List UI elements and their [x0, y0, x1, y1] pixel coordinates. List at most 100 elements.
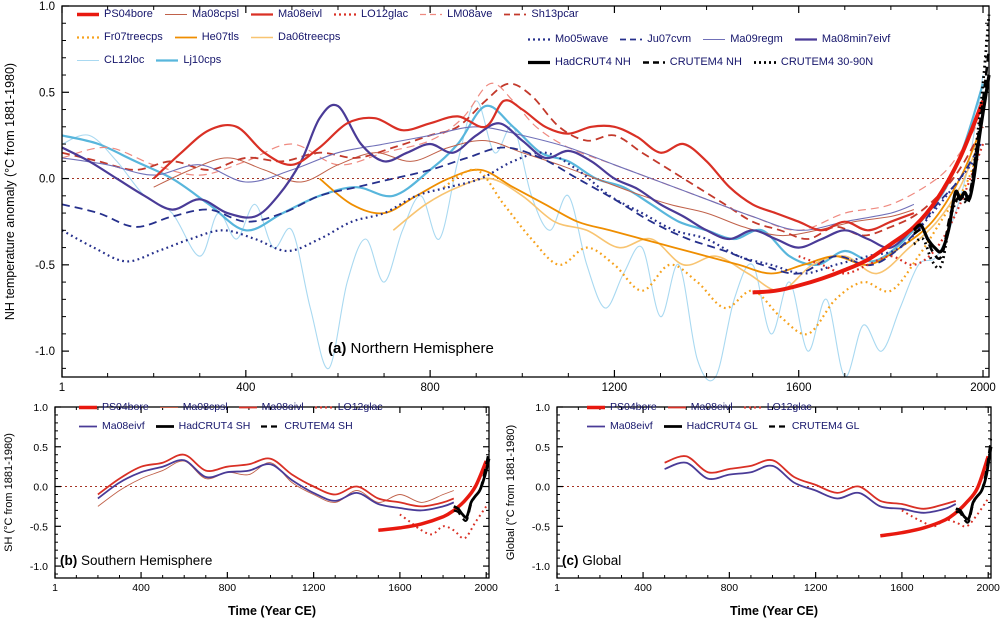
legend-item-Ma08eivl: Ma08eivl — [238, 401, 304, 413]
x-axis-label: Time (Year CE) — [730, 604, 818, 618]
series-Ma09regm — [61, 126, 915, 231]
series-LO12glac — [798, 143, 985, 275]
y-tick-label: 1.0 — [39, 1, 55, 13]
HadCRUT4-GL-line-sample — [663, 424, 682, 428]
plot-frame — [54, 406, 490, 579]
Sh13pcar-line-sample — [504, 13, 527, 16]
legend-label: Ma08cpsl — [191, 8, 240, 20]
y-tick-label: -1.0 — [35, 346, 55, 358]
legend-label: CL12loc — [104, 54, 145, 66]
panel-title: (c) Global — [562, 553, 621, 568]
legend-item-LO12glac: LO12glac — [333, 8, 408, 21]
legend-label: Mo05wave — [555, 33, 609, 45]
Ma08eivl-line-sample — [667, 406, 686, 408]
x-tick-label: 1600 — [786, 382, 812, 394]
legend-label: Lj10cps — [183, 54, 222, 66]
series-Sh13pcar — [61, 82, 984, 240]
legend-block: PS04bore Ma08cpsl Ma08eivl LO12glac Ma08eivf… — [78, 401, 383, 439]
legend-item-PS04bore: PS04bore — [78, 401, 149, 413]
series-Lj10cps — [61, 83, 985, 267]
legend-item-He07tls: He07tls — [174, 31, 239, 44]
CRUTEM4-GL-line-sample — [768, 424, 787, 428]
Ma09regm-line-sample — [703, 38, 726, 41]
x-tick-label: 2000 — [977, 582, 1001, 594]
legend-row: HadCRUT4 NH CRUTEM4 NH CRUTEM4 30-90N — [527, 56, 890, 69]
legend-item-Ma08cpsl: Ma08cpsl — [164, 8, 239, 21]
legend-label: Ma08eivl — [690, 401, 733, 413]
legend-item-LO12glac: LO12glac — [314, 401, 383, 413]
legend-label: Ma08eivf — [610, 420, 653, 432]
series-Ma08min7eivf — [61, 103, 915, 250]
HadCRUT4-NH-line-sample — [528, 60, 550, 65]
legend-item-HadCRUT4-GL: HadCRUT4 GL — [663, 420, 758, 432]
legend-block: Mo05wave Ju07cvm Ma09regm Ma08min7eivf HadCR… — [527, 33, 890, 79]
Mo05wave-line-sample — [528, 38, 550, 41]
legend-row: Ma08eivf HadCRUT4 SH CRUTEM4 SH — [78, 420, 383, 432]
x-tick-label: 2000 — [475, 582, 499, 594]
x-tick-label: 1 — [52, 582, 58, 594]
legend-label: Ma08min7eivf — [821, 33, 891, 45]
PS04bore-line-sample — [77, 12, 99, 17]
x-tick-label: 1 — [554, 582, 560, 594]
y-tick-label: -1.0 — [532, 561, 550, 573]
Ma08eivl-line-sample — [238, 406, 257, 408]
LM08ave-line-sample — [420, 13, 443, 16]
legend-label: HadCRUT4 NH — [555, 56, 631, 68]
x-tick-label: 400 — [236, 382, 255, 394]
legend-item-CRUTEM4-NH: CRUTEM4 NH — [642, 56, 742, 69]
x-tick-label: 800 — [421, 382, 440, 394]
legend-item-CRUTEM4-SH: CRUTEM4 SH — [260, 420, 353, 432]
x-tick-label: 1 — [59, 382, 65, 394]
Lj10cps-line-sample — [156, 59, 179, 62]
Ma08cpsl-line-sample — [159, 406, 178, 408]
legend-item-LM08ave: LM08ave — [419, 8, 492, 21]
panel-northern-hemisphere: 1 400 800 1200 1600 2000 -1.0 -0.5 0.0 0.5 1.0 NH t… — [3, 1, 996, 394]
series-Ma08eivl — [664, 455, 957, 510]
CRUTEM4-30-90N-line-sample — [753, 61, 776, 64]
Ma08cpsl-line-sample — [164, 14, 187, 15]
legend-row: CL12loc Lj10cps — [76, 54, 579, 67]
legend-item-Ju07cvm: Ju07cvm — [619, 33, 691, 46]
Ju07cvm-line-sample — [620, 38, 643, 41]
legend-label: CRUTEM4 NH — [669, 56, 742, 68]
x-axis-label: Time (Year CE) — [228, 604, 316, 618]
legend-item-HadCRUT4-SH: HadCRUT4 SH — [155, 420, 250, 432]
y-tick-label: -0.5 — [35, 260, 55, 272]
PS04bore-line-sample — [79, 405, 97, 409]
legend-label: PS04bore — [102, 401, 149, 413]
legend-item-HadCRUT4-NH: HadCRUT4 NH — [527, 56, 631, 69]
series-LO12glac — [399, 505, 488, 540]
legend-label: CRUTEM4 30-90N — [780, 56, 874, 68]
legend-label: Fr07treecps — [104, 31, 163, 43]
series-Ma08eivl — [97, 453, 455, 508]
Ma08min7eivf-line-sample — [794, 38, 817, 41]
chart-b: 1 400 800 1200 1600 2000 -1.0 -0.5 0.0 0.5 1.0 SH (… — [3, 402, 499, 618]
series-Fr07treecps — [443, 152, 980, 336]
x-tick-label: 400 — [634, 582, 652, 594]
PS04bore-line-sample — [587, 405, 605, 409]
legend-item-Ma08eivl: Ma08eivl — [667, 401, 733, 413]
Fr07treecps-line-sample — [77, 36, 99, 39]
He07tls-line-sample — [174, 36, 197, 39]
series-Ju07cvm — [61, 143, 982, 275]
x-tick-label: 800 — [721, 582, 739, 594]
legend-item-Ma08eivl: Ma08eivl — [250, 8, 322, 21]
legend-label: Ma08eivf — [102, 420, 145, 432]
CRUTEM4-SH-line-sample — [261, 424, 280, 428]
Ma08eivl-line-sample — [251, 13, 274, 16]
legend-label: Ju07cvm — [647, 33, 692, 45]
chart-c: 1 400 800 1200 1600 2000 -1.0 -0.5 0.0 0.5 1.0 Glob… — [505, 402, 1001, 618]
legend-item-Mo05wave: Mo05wave — [527, 33, 608, 46]
y-tick-label: 1.0 — [535, 402, 550, 414]
legend-item-Ma09regm: Ma09regm — [702, 33, 783, 46]
legend-label: LO12glac — [766, 401, 812, 413]
legend-label: Ma08eivl — [261, 401, 304, 413]
x-tick-label: 1200 — [302, 582, 326, 594]
series-CRUTEM4-30-90N — [913, 14, 991, 270]
y-axis-label: Global (°C from 1881-1980) — [505, 425, 517, 560]
series-Da06treecps — [392, 143, 980, 292]
panel-global: 1 400 800 1200 1600 2000 -1.0 -0.5 0.0 0.5 1.0 Glob… — [502, 395, 1004, 627]
legend-row: PS04bore Ma08cpsl Ma08eivl LO12glac LM08ave S… — [76, 8, 579, 21]
legend-row: PS04bore Ma08eivl LO12glac — [586, 401, 860, 413]
